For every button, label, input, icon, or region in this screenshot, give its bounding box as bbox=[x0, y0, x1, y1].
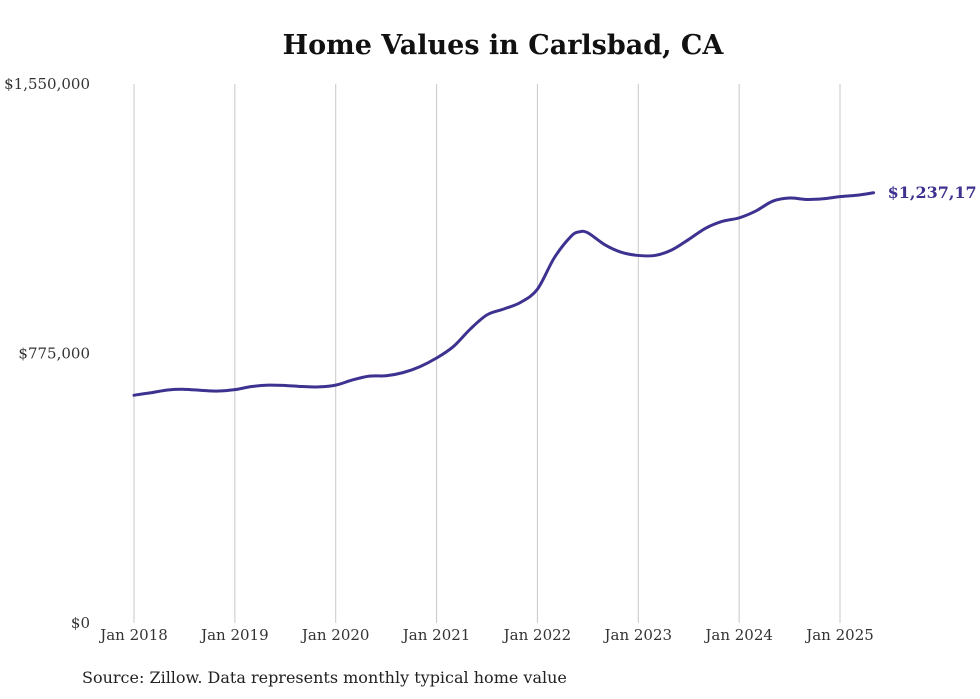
series-layer bbox=[132, 191, 876, 397]
chart-source-note: Source: Zillow. Data represents monthly … bbox=[82, 668, 567, 687]
x-tick-label: Jan 2023 bbox=[603, 626, 673, 644]
y-tick-label: $1,550,000 bbox=[4, 75, 90, 93]
series-line bbox=[132, 191, 876, 397]
y-axis-ticks: $0 $775,000 $1,550,000 bbox=[4, 75, 90, 632]
x-tick-label: Jan 2020 bbox=[300, 626, 370, 644]
x-tick-label: Jan 2025 bbox=[804, 626, 874, 644]
y-tick-label: $0 bbox=[71, 614, 90, 632]
end-label-layer: $1,237,17 bbox=[888, 183, 977, 202]
chart-title: Home Values in Carlsbad, CA bbox=[282, 30, 724, 61]
x-tick-label: Jan 2018 bbox=[98, 626, 168, 644]
x-tick-label: Jan 2024 bbox=[703, 626, 773, 644]
x-axis-ticks: Jan 2018 Jan 2019 Jan 2020 Jan 2021 Jan 2022… bbox=[98, 626, 874, 644]
x-tick-label: Jan 2022 bbox=[502, 626, 572, 644]
y-tick-label: $775,000 bbox=[18, 345, 90, 363]
x-tick-label: Jan 2021 bbox=[401, 626, 471, 644]
end-value-label: $1,237,17 bbox=[888, 183, 977, 202]
x-tick-label: Jan 2019 bbox=[199, 626, 269, 644]
gridlines bbox=[133, 84, 841, 623]
